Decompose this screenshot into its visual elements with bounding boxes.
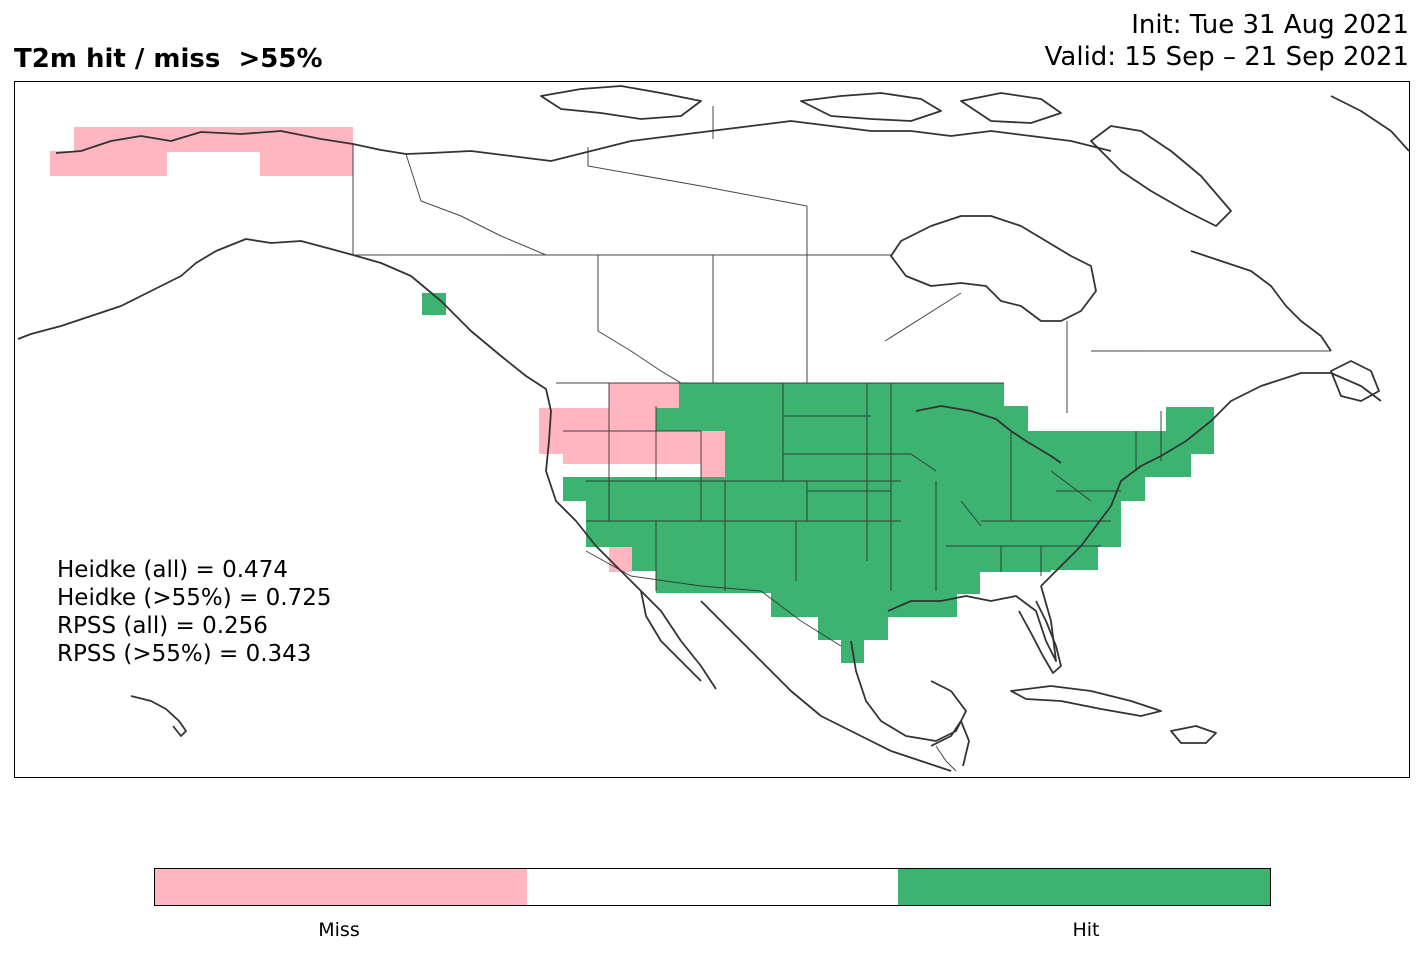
arctic-island-1 (540, 85, 702, 120)
alaska-coast (55, 130, 432, 155)
florida (1018, 600, 1062, 674)
us-states-central (782, 383, 1111, 591)
skill-scores: Heidke (all) = 0.474 Heidke (>55%) = 0.7… (57, 556, 331, 668)
mexico-west-coast (700, 600, 952, 772)
valid-period: Valid: 15 Sep – 21 Sep 2021 (1044, 42, 1409, 72)
canada-provinces (353, 106, 1331, 413)
great-lakes (915, 405, 1062, 464)
us-states-east (1010, 411, 1162, 521)
rpss-55: RPSS (>55%) = 0.343 (57, 641, 312, 667)
hispaniola (1170, 725, 1217, 744)
borders (352, 106, 1331, 772)
colorbar-label-miss: Miss (318, 919, 360, 941)
map-svg (17, 85, 1409, 772)
coastlines (17, 85, 1409, 772)
newfoundland (1330, 360, 1380, 402)
yucatan (930, 720, 970, 767)
init-date: Init: Tue 31 Aug 2021 (1131, 10, 1409, 40)
baffin-island (1090, 125, 1232, 227)
colorbar-miss-segment (155, 869, 527, 905)
arctic-coast (430, 120, 1112, 162)
colorbar-neutral-segment (526, 869, 899, 905)
map-frame (14, 81, 1410, 778)
rpss-all: RPSS (all) = 0.256 (57, 613, 268, 639)
hit-cells (422, 293, 1214, 663)
baja-peninsula (640, 590, 702, 682)
colorbar-label-hit: Hit (1072, 919, 1100, 941)
chart-title: T2m hit / miss >55% (14, 44, 323, 74)
colorbar-hit-segment (898, 869, 1271, 905)
us-states-west (563, 383, 901, 591)
miss-cells-northwest (539, 383, 725, 477)
alaska-south-coast (17, 238, 354, 340)
gulf-coast-east (887, 585, 1057, 662)
miss-cells-alaska (50, 127, 353, 176)
hit-cells-conus (563, 383, 1214, 663)
labrador (1190, 250, 1332, 352)
hudson-bay (890, 215, 1097, 322)
heidke-all: Heidke (all) = 0.474 (57, 557, 288, 583)
west-coast (352, 254, 717, 690)
arctic-island-2 (800, 92, 942, 122)
hawaii (130, 695, 187, 737)
heidke-55: Heidke (>55%) = 0.725 (57, 585, 332, 611)
colorbar (154, 868, 1271, 906)
east-coast (1040, 372, 1382, 587)
mexico-border (585, 550, 842, 647)
guatemala-border (935, 745, 957, 772)
arctic-island-3 (960, 92, 1062, 124)
hit-cell-alaska-panhandle (422, 293, 446, 315)
gulf-coast (850, 640, 967, 742)
greenland-edge (1330, 95, 1409, 152)
cuba (1010, 685, 1162, 717)
miss-cell-california (609, 547, 632, 572)
